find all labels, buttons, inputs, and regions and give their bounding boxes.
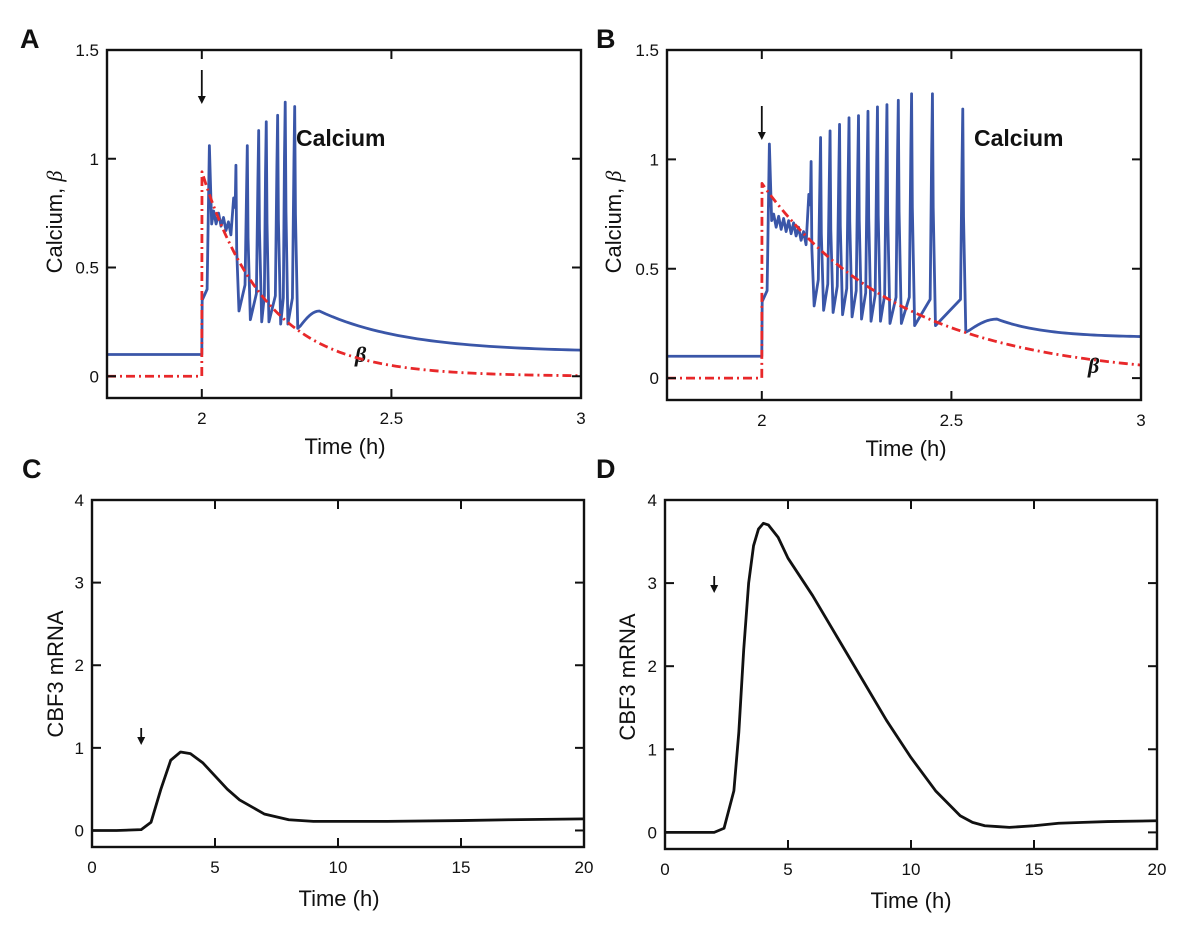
beta-line-a (107, 170, 581, 378)
panel-letter-b: B (596, 24, 616, 54)
stimulus-arrow-head-b (757, 132, 766, 140)
y-tick-label-c: 4 (75, 491, 84, 510)
x-tick-label-a: 2.5 (380, 409, 404, 428)
y-axis-label-b: Calcium, β (601, 171, 626, 274)
plot-frame-c (90, 498, 586, 849)
y-axis-label-text-b: Calcium, (601, 182, 626, 274)
panel-d: D Time (h) CBF3 mRNA (596, 454, 952, 913)
x-tick-label-d: 10 (902, 860, 921, 879)
y-tick-label-d: 0 (648, 823, 657, 842)
x-axis-label-b: Time (h) (865, 436, 946, 461)
plot-a: 2 2.5 3 0 0.5 1 1.5 (75, 41, 585, 428)
x-tick-label-c: 15 (452, 858, 471, 877)
y-axis-label-a: Calcium, β (42, 171, 67, 274)
y-tick-label-d: 2 (648, 657, 657, 676)
beta-series-label-a: β (354, 342, 367, 367)
x-axis-label-d: Time (h) (870, 888, 951, 913)
x-tick-label-c: 5 (210, 858, 219, 877)
y-tick-label-b: 1 (650, 150, 659, 169)
panel-letter-c: C (22, 454, 42, 484)
x-axis-label-a: Time (h) (304, 434, 385, 459)
panel-c: C Time (h) CBF3 mRNA (22, 454, 380, 911)
y-tick-label-b: 1.5 (635, 41, 659, 60)
x-tick-label-a: 2 (197, 409, 206, 428)
x-tick-label-c: 20 (575, 858, 594, 877)
plot-d: 0 5 10 15 20 0 1 2 3 4 (648, 491, 1167, 879)
x-tick-label-c: 10 (329, 858, 348, 877)
beta-line-b (667, 182, 1141, 380)
y-axis-label-text-a: Calcium, (42, 182, 67, 274)
mrna-line-d (665, 521, 1157, 834)
panel-a: A Time (h) Calcium, β Calcium β (20, 24, 386, 459)
y-axis-label-d: CBF3 mRNA (615, 613, 640, 740)
stimulus-arrow-head-c (137, 737, 146, 745)
stimulus-arrow-head-d (710, 585, 719, 593)
x-tick-label-d: 20 (1148, 860, 1167, 879)
beta-series-label-b: β (1087, 353, 1100, 378)
y-tick-label-c: 1 (75, 739, 84, 758)
y-tick-label-b: 0.5 (635, 260, 659, 279)
y-axis-label-beta-a: β (42, 171, 67, 183)
y-tick-label-c: 0 (75, 821, 84, 840)
stimulus-arrow-head-a (197, 96, 206, 104)
panel-letter-a: A (20, 24, 40, 54)
plot-b: 2 2.5 3 0 0.5 1 1.5 (635, 41, 1145, 430)
x-axis-label-c: Time (h) (298, 886, 379, 911)
x-tick-label-b: 3 (1136, 411, 1145, 430)
x-tick-label-d: 15 (1025, 860, 1044, 879)
mrna-line-c (92, 750, 584, 832)
calcium-series-label-a: Calcium (296, 125, 385, 151)
y-tick-label-b: 0 (650, 369, 659, 388)
y-tick-label-a: 1.5 (75, 41, 99, 60)
plot-frame-d (663, 498, 1159, 851)
panel-b: B Time (h) Calcium, β Calcium β (596, 24, 1100, 461)
y-tick-label-a: 0.5 (75, 259, 99, 278)
calcium-line-a (107, 100, 581, 356)
plot-frame-b (665, 48, 1143, 402)
calcium-series-label-b: Calcium (974, 125, 1063, 151)
plot-frame-a (105, 48, 583, 400)
x-tick-label-b: 2 (757, 411, 766, 430)
y-axis-label-c: CBF3 mRNA (43, 610, 68, 737)
x-tick-label-d: 0 (660, 860, 669, 879)
x-tick-label-d: 5 (783, 860, 792, 879)
y-tick-label-d: 1 (648, 740, 657, 759)
y-axis-label-beta-b: β (601, 171, 626, 183)
y-tick-label-d: 4 (648, 491, 657, 510)
y-tick-label-a: 0 (90, 367, 99, 386)
calcium-line-b (667, 92, 1141, 358)
x-tick-label-a: 3 (576, 409, 585, 428)
y-tick-label-d: 3 (648, 574, 657, 593)
x-tick-label-c: 0 (87, 858, 96, 877)
y-tick-label-c: 2 (75, 656, 84, 675)
y-tick-label-a: 1 (90, 150, 99, 169)
x-tick-label-b: 2.5 (940, 411, 964, 430)
panel-letter-d: D (596, 454, 616, 484)
plot-c: 0 5 10 15 20 0 1 2 3 4 (75, 491, 594, 877)
y-tick-label-c: 3 (75, 574, 84, 593)
